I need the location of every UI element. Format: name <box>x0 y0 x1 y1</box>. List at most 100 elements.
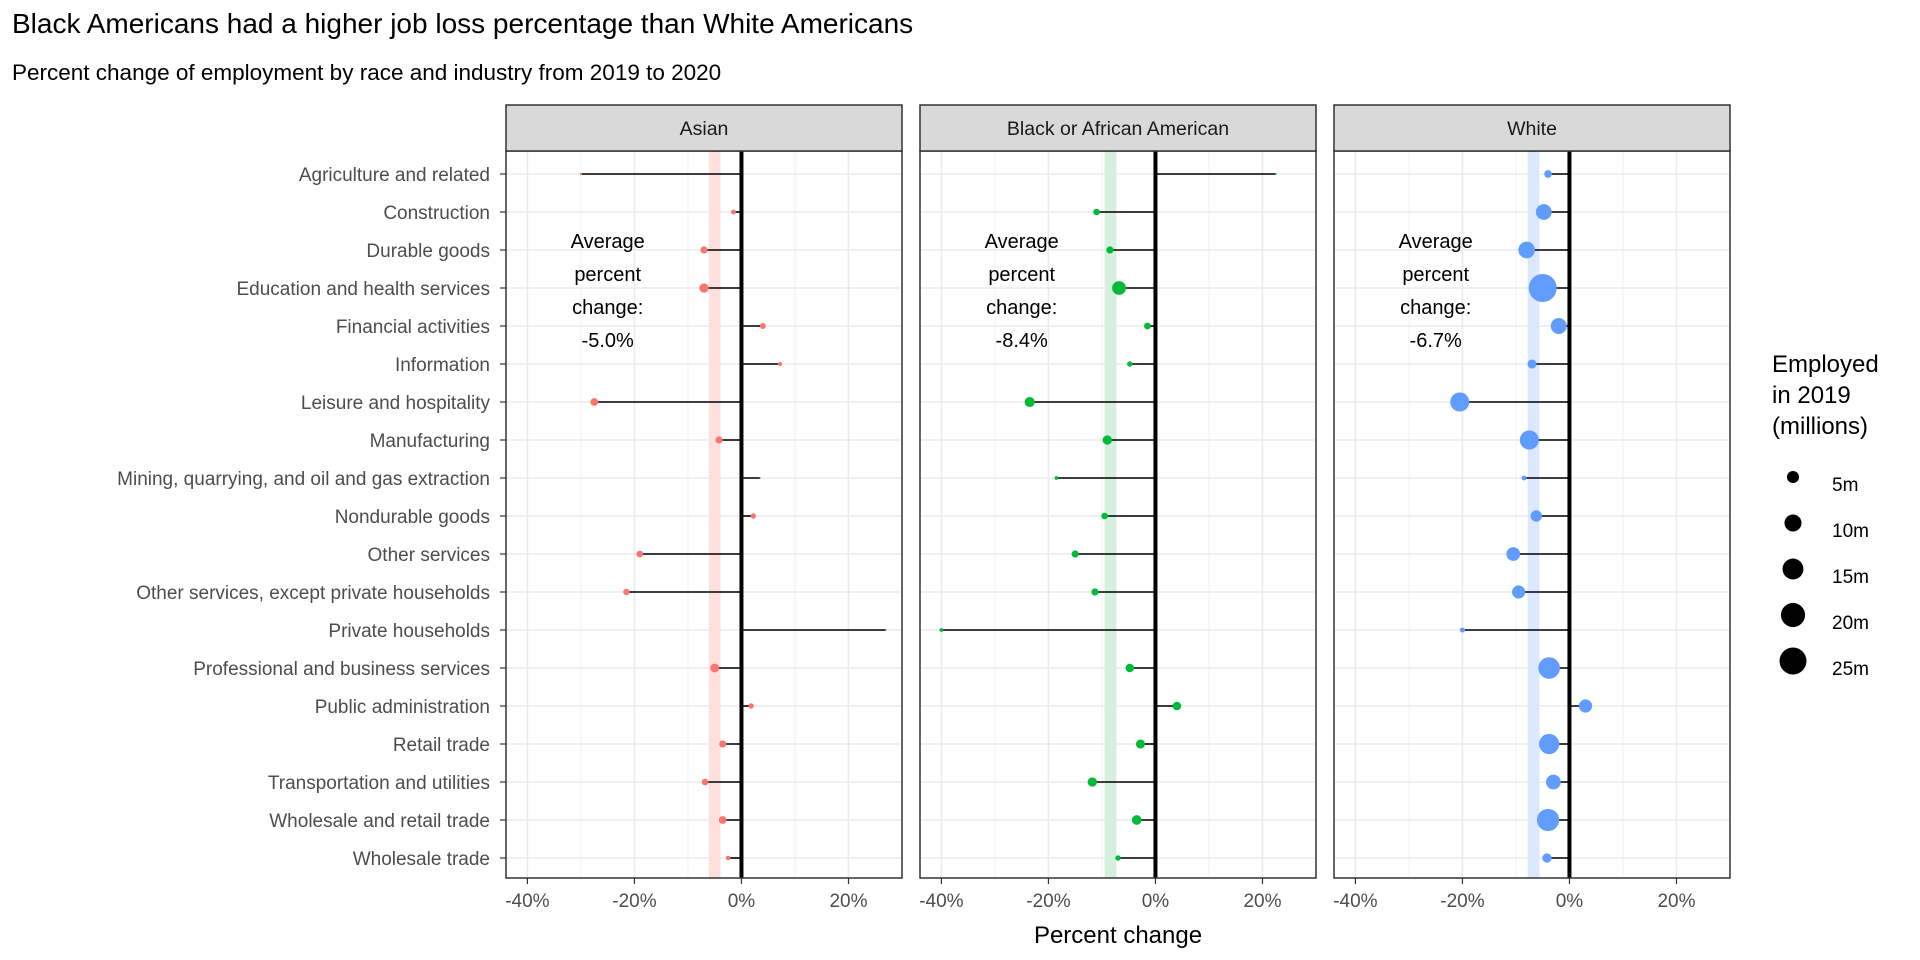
point-education-and-health-services <box>1528 273 1557 303</box>
point-information <box>1127 361 1133 367</box>
point-professional-and-business-services <box>710 663 720 673</box>
chart-title: Black Americans had a higher job loss pe… <box>12 8 914 39</box>
x-tick-label: -40% <box>1333 891 1377 912</box>
legend-key-15m <box>1782 558 1804 580</box>
point-professional-and-business-services <box>1538 657 1560 679</box>
average-band <box>1104 151 1117 878</box>
y-tick-label-wholesale-and-retail-trade: Wholesale and retail trade <box>269 811 490 832</box>
point-transportation-and-utilities <box>701 778 709 786</box>
point-manufacturing <box>715 436 723 444</box>
average-annotation-line: percent <box>1402 264 1469 286</box>
point-other-services-except-private-households <box>1512 585 1526 599</box>
legend-label: 15m <box>1832 567 1869 588</box>
point-information <box>777 361 783 367</box>
y-tick-label-nondurable-goods: Nondurable goods <box>335 507 490 528</box>
panel-black-or-african-american: Average percent change: -8.4% Black or Afric… <box>919 104 1317 912</box>
point-transportation-and-utilities <box>1546 774 1561 790</box>
y-tick-label-agriculture-and-related: Agriculture and related <box>299 165 490 186</box>
legend-key-20m <box>1780 602 1806 628</box>
point-wholesale-and-retail-trade <box>718 816 727 824</box>
chart-subtitle: Percent change of employment by race and… <box>12 60 722 85</box>
y-tick-label-transportation-and-utilities: Transportation and utilities <box>268 773 490 794</box>
point-financial-activities <box>1550 317 1567 335</box>
point-retail-trade <box>1135 739 1145 749</box>
point-manufacturing <box>1102 435 1112 445</box>
y-tick-label-information: Information <box>395 355 490 376</box>
point-other-services-except-private-households <box>1091 588 1099 596</box>
average-band <box>708 151 721 878</box>
point-other-services <box>1071 550 1079 558</box>
y-tick-label-public-administration: Public administration <box>315 697 490 718</box>
point-public-administration <box>1578 699 1593 713</box>
point-construction <box>731 209 736 215</box>
point-nondurable-goods <box>750 513 756 519</box>
average-annotation-line: Average <box>1399 231 1473 253</box>
average-annotation-line: change: <box>986 297 1057 319</box>
point-leisure-and-hospitality <box>590 398 599 406</box>
y-tick-label-other-services-except-private-households: Other services, except private household… <box>136 583 490 604</box>
point-private-households <box>885 629 887 631</box>
point-other-services-except-private-households <box>623 588 630 596</box>
point-leisure-and-hospitality <box>1024 396 1035 408</box>
point-mining-quarrying-and-oil-and-gas-extraction <box>1054 476 1059 480</box>
point-retail-trade <box>1539 733 1560 755</box>
facet-strip <box>919 104 1317 152</box>
y-tick-label-other-services: Other services <box>368 545 490 566</box>
point-information <box>1527 359 1537 369</box>
point-other-services <box>1506 547 1521 561</box>
average-annotation-line: -6.7% <box>1410 330 1462 352</box>
point-durable-goods <box>1518 241 1535 259</box>
point-other-services <box>636 550 644 558</box>
y-tick-label-retail-trade: Retail trade <box>393 735 490 756</box>
legend-label: 5m <box>1832 475 1858 496</box>
point-mining-quarrying-and-oil-and-gas-extraction <box>759 477 761 479</box>
x-axis-label: Percent change <box>1034 922 1202 949</box>
legend-title-line: (millions) <box>1772 413 1868 440</box>
point-public-administration <box>748 703 754 709</box>
point-public-administration <box>1172 701 1182 711</box>
y-tick-label-private-households: Private households <box>328 621 490 642</box>
average-annotation-line: change: <box>1400 297 1471 319</box>
point-agriculture-and-related <box>1275 173 1277 175</box>
point-professional-and-business-services <box>1125 663 1135 673</box>
point-education-and-health-services <box>699 283 709 293</box>
point-agriculture-and-related <box>1544 170 1552 178</box>
x-tick-label: 0% <box>1556 891 1584 912</box>
x-tick-label: 20% <box>1657 891 1695 912</box>
legend-key-5m <box>1786 470 1800 484</box>
legend-title-line: in 2019 <box>1772 382 1851 409</box>
legend-key-25m <box>1779 647 1807 675</box>
point-financial-activities <box>1144 322 1151 330</box>
point-mining-quarrying-and-oil-and-gas-extraction <box>1521 475 1527 481</box>
legend-label: 20m <box>1832 613 1869 634</box>
y-tick-label-professional-and-business-services: Professional and business services <box>193 659 490 680</box>
point-private-households <box>1459 627 1465 633</box>
y-tick-label-construction: Construction <box>383 203 490 224</box>
point-construction <box>1093 208 1100 216</box>
x-tick-label: -20% <box>612 891 656 912</box>
y-tick-label-financial-activities: Financial activities <box>336 317 490 338</box>
point-construction <box>1535 204 1552 220</box>
panel-background <box>506 151 902 878</box>
point-durable-goods <box>700 246 708 254</box>
legend-key-10m <box>1784 514 1802 532</box>
point-nondurable-goods <box>1101 512 1108 520</box>
legend-title-line: Employed <box>1772 351 1879 378</box>
average-annotation-line: Average <box>985 231 1059 253</box>
x-tick-label: -40% <box>919 891 963 912</box>
y-tick-label-durable-goods: Durable goods <box>366 241 490 262</box>
x-tick-label: 0% <box>1142 891 1170 912</box>
y-tick-label-mining-quarrying-and-oil-and-gas-extraction: Mining, quarrying, and oil and gas extra… <box>117 469 490 490</box>
legend-label: 10m <box>1832 521 1869 542</box>
y-tick-label-wholesale-trade: Wholesale trade <box>353 849 490 870</box>
panel-background <box>920 151 1316 878</box>
size-legend: Employed in 2019 (millions) 5m 10m 15m 20m 25m <box>1772 351 1879 680</box>
average-annotation-line: change: <box>572 297 643 319</box>
average-annotation-line: Average <box>571 231 645 253</box>
point-financial-activities <box>759 323 766 329</box>
x-tick-label: -40% <box>505 891 549 912</box>
facet-strip <box>505 104 903 152</box>
average-annotation-line: -8.4% <box>996 330 1048 352</box>
x-tick-label: -20% <box>1026 891 1070 912</box>
